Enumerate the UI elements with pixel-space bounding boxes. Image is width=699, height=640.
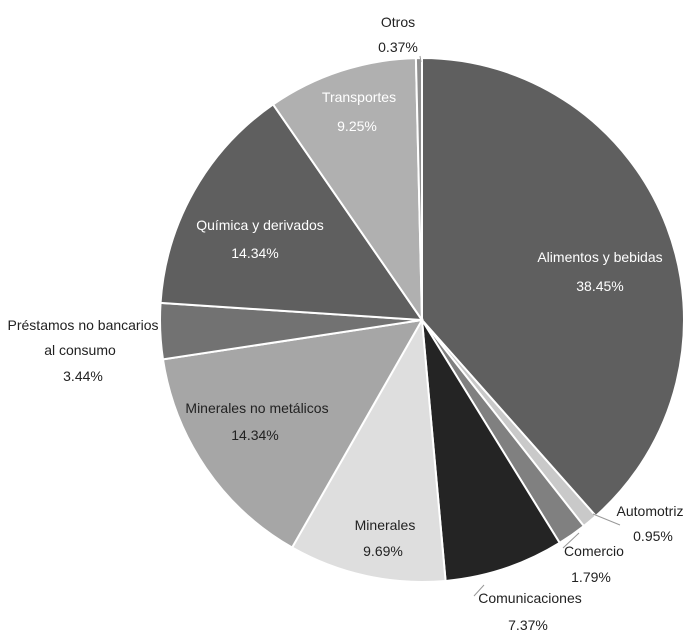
value-quimica: 14.34%	[231, 245, 278, 261]
value-transportes: 9.25%	[337, 118, 377, 134]
pie-slice-quimica-y-derivados	[159, 103, 424, 322]
value-minerales: 9.69%	[363, 543, 403, 559]
pie-slice-minerales-no-metalicos	[161, 318, 424, 549]
label-prestamos-line1: Préstamos no bancarios	[8, 317, 159, 333]
slice-labels: Alimentos y bebidas 38.45% Automotriz 0.…	[8, 14, 684, 633]
pie-slice-alimentos-y-bebidas	[421, 56, 685, 518]
label-minerales: Minerales	[355, 517, 416, 533]
label-quimica: Química y derivados	[196, 217, 324, 233]
label-prestamos-line2: al consumo	[44, 342, 116, 358]
label-automotriz: Automotriz	[617, 503, 684, 519]
pie-slices	[159, 56, 685, 583]
value-comunicaciones: 7.37%	[508, 617, 548, 633]
leader-automotriz	[592, 513, 621, 526]
pie-slice-otros	[414, 56, 423, 321]
pie-slice-transportes	[271, 57, 424, 324]
value-minerales-no-metalicos: 14.34%	[231, 427, 278, 443]
label-minerales-no-metalicos: Minerales no metálicos	[185, 400, 328, 416]
value-alimentos: 38.45%	[576, 278, 623, 294]
label-transportes: Transportes	[322, 89, 396, 105]
value-automotriz: 0.95%	[633, 528, 673, 544]
leader-otros	[419, 55, 422, 63]
label-comercio: Comercio	[564, 543, 624, 559]
pie-slice-minerales	[290, 316, 447, 583]
leader-comercio	[562, 532, 580, 549]
label-otros: Otros	[381, 14, 415, 30]
label-comunicaciones: Comunicaciones	[478, 590, 582, 606]
value-comercio: 1.79%	[571, 569, 611, 585]
label-alimentos: Alimentos y bebidas	[537, 249, 662, 265]
pie-slice-comunicaciones	[421, 319, 562, 583]
leader-lines	[419, 55, 621, 597]
value-otros: 0.37%	[378, 39, 418, 55]
leader-comunicaciones	[473, 584, 485, 597]
value-prestamos: 3.44%	[63, 368, 103, 384]
